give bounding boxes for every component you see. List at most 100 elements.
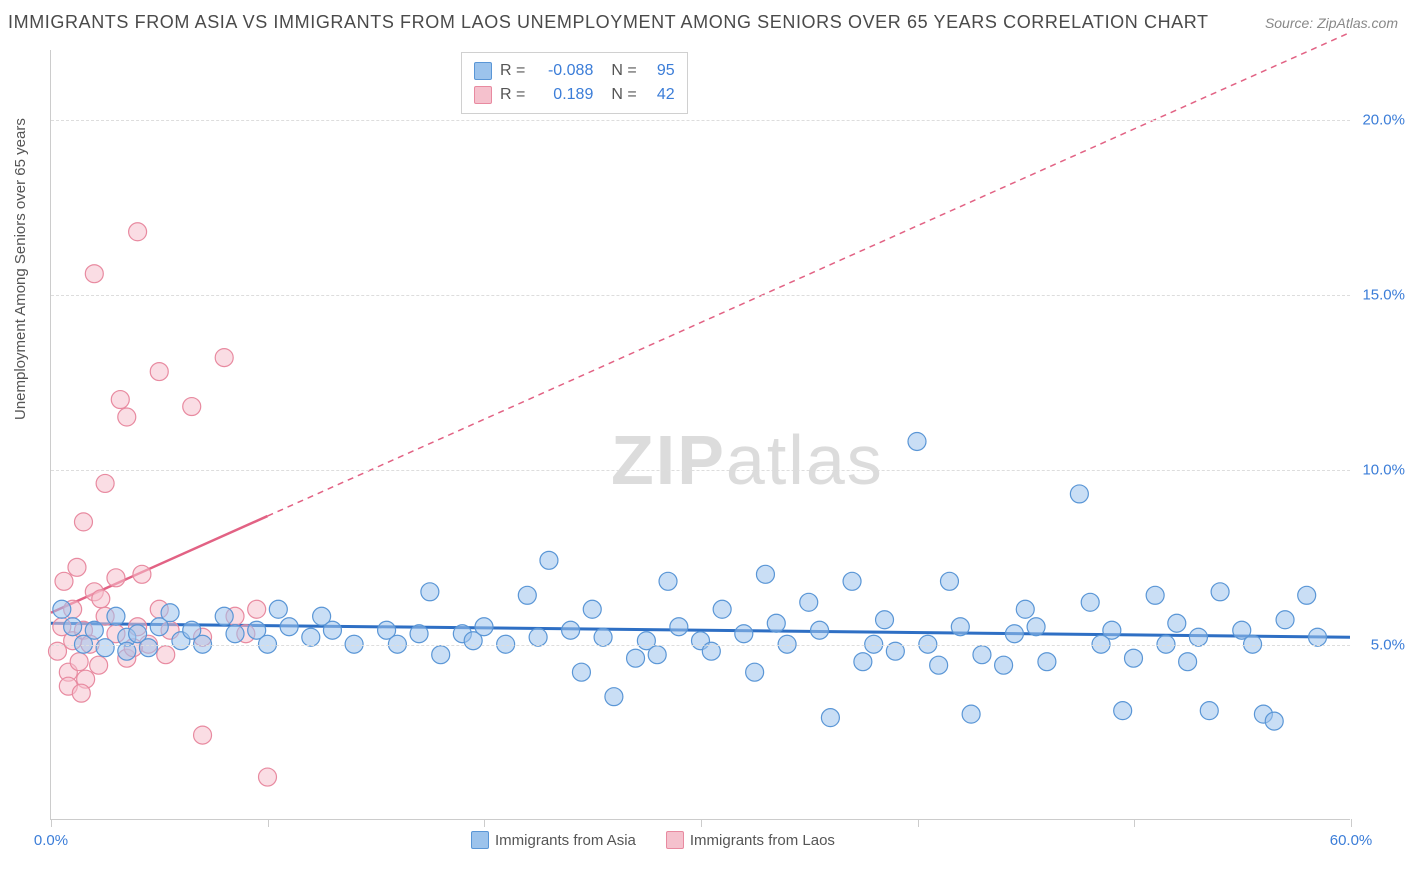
scatter-point <box>410 625 428 643</box>
scatter-point <box>854 653 872 671</box>
scatter-point <box>1038 653 1056 671</box>
scatter-point <box>302 628 320 646</box>
scatter-point <box>951 618 969 636</box>
scatter-point <box>107 607 125 625</box>
scatter-point <box>1016 600 1034 618</box>
scatter-point <box>226 625 244 643</box>
scatter-point <box>133 565 151 583</box>
scatter-point <box>1168 614 1186 632</box>
scatter-point <box>72 684 90 702</box>
scatter-point <box>1103 621 1121 639</box>
scatter-point <box>627 649 645 667</box>
source-label: Source: ZipAtlas.com <box>1265 15 1398 31</box>
scatter-point <box>432 646 450 664</box>
chart-title: IMMIGRANTS FROM ASIA VS IMMIGRANTS FROM … <box>8 12 1209 33</box>
x-tick <box>918 819 919 827</box>
scatter-point <box>150 363 168 381</box>
scatter-point <box>1070 485 1088 503</box>
x-tick <box>1351 819 1352 827</box>
x-tick <box>51 819 52 827</box>
scatter-point <box>194 726 212 744</box>
scatter-point <box>85 621 103 639</box>
y-tick-label: 20.0% <box>1355 112 1405 129</box>
scatter-point <box>562 621 580 639</box>
scatter-point <box>756 565 774 583</box>
scatter-point <box>1179 653 1197 671</box>
scatter-point <box>1005 625 1023 643</box>
scatter-point <box>973 646 991 664</box>
scatter-point <box>594 628 612 646</box>
n-value-asia: 95 <box>645 62 675 80</box>
scatter-point <box>85 265 103 283</box>
legend-item-asia: Immigrants from Asia <box>471 831 636 849</box>
scatter-point <box>129 223 147 241</box>
title-bar: IMMIGRANTS FROM ASIA VS IMMIGRANTS FROM … <box>8 12 1398 33</box>
scatter-point <box>90 656 108 674</box>
scatter-point <box>161 604 179 622</box>
x-tick <box>701 819 702 827</box>
scatter-point <box>800 593 818 611</box>
legend-bottom: Immigrants from Asia Immigrants from Lao… <box>471 831 835 849</box>
scatter-point <box>811 621 829 639</box>
x-tick-label: 0.0% <box>34 832 68 849</box>
scatter-point <box>1081 593 1099 611</box>
stat-row-asia: R = -0.088 N = 95 <box>474 59 675 83</box>
scatter-point <box>269 600 287 618</box>
scatter-point <box>107 569 125 587</box>
scatter-point <box>118 408 136 426</box>
regression-line-dashed <box>268 33 1351 517</box>
scatter-point <box>92 590 110 608</box>
scatter-point <box>96 639 114 657</box>
n-value-laos: 42 <box>645 86 675 104</box>
scatter-point <box>215 349 233 367</box>
scatter-point <box>1189 628 1207 646</box>
scatter-point <box>962 705 980 723</box>
scatter-point <box>735 625 753 643</box>
y-tick-label: 5.0% <box>1355 637 1405 654</box>
scatter-point <box>1114 702 1132 720</box>
scatter-point <box>1276 611 1294 629</box>
scatter-point <box>421 583 439 601</box>
gridline-h <box>51 295 1350 296</box>
swatch-laos <box>474 86 492 104</box>
scatter-point <box>96 474 114 492</box>
scatter-point <box>215 607 233 625</box>
scatter-point <box>995 656 1013 674</box>
scatter-point <box>1200 702 1218 720</box>
scatter-point <box>248 600 266 618</box>
scatter-point <box>259 768 277 786</box>
scatter-point <box>648 646 666 664</box>
y-axis-label: Unemployment Among Seniors over 65 years <box>12 118 29 420</box>
scatter-point <box>670 618 688 636</box>
scatter-point <box>930 656 948 674</box>
scatter-point <box>518 586 536 604</box>
scatter-point <box>583 600 601 618</box>
scatter-point <box>157 646 175 664</box>
scatter-point <box>605 688 623 706</box>
scatter-point <box>280 618 298 636</box>
scatter-point <box>1298 586 1316 604</box>
scatter-point <box>139 639 157 657</box>
y-tick-label: 15.0% <box>1355 287 1405 304</box>
scatter-point <box>1309 628 1327 646</box>
chart-svg <box>51 50 1350 819</box>
scatter-point <box>1211 583 1229 601</box>
scatter-point <box>68 558 86 576</box>
swatch-asia <box>474 62 492 80</box>
stat-row-laos: R = 0.189 N = 42 <box>474 83 675 107</box>
scatter-point <box>843 572 861 590</box>
scatter-point <box>53 600 71 618</box>
scatter-point <box>64 618 82 636</box>
scatter-point <box>55 572 73 590</box>
gridline-h <box>51 120 1350 121</box>
scatter-point <box>1027 618 1045 636</box>
r-value-laos: 0.189 <box>533 86 593 104</box>
gridline-h <box>51 645 1350 646</box>
plot-area: ZIPatlas R = -0.088 N = 95 R = 0.189 N =… <box>50 50 1350 820</box>
scatter-point <box>183 398 201 416</box>
legend-label-laos: Immigrants from Laos <box>690 832 835 849</box>
stat-box: R = -0.088 N = 95 R = 0.189 N = 42 <box>461 52 688 114</box>
scatter-point <box>876 611 894 629</box>
y-tick-label: 10.0% <box>1355 462 1405 479</box>
r-value-asia: -0.088 <box>533 62 593 80</box>
